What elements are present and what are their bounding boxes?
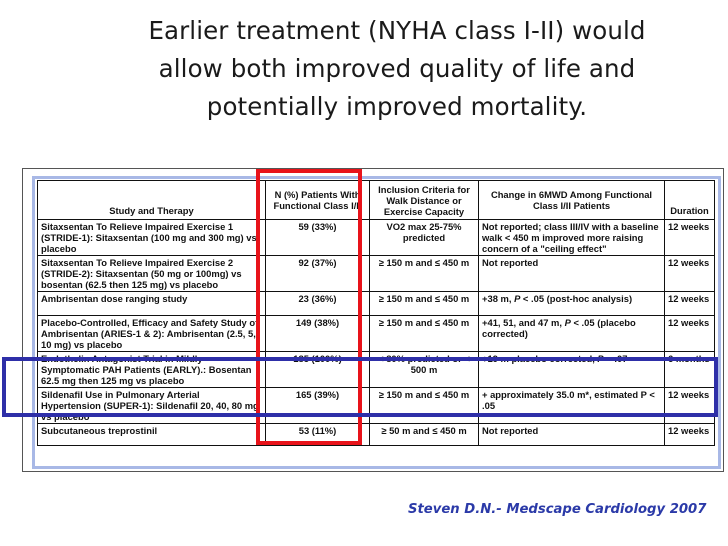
cell-study: Sitaxsentan To Relieve Impaired Exercise… xyxy=(37,255,266,292)
headline-line-3: potentially improved mortality. xyxy=(206,92,588,121)
cell-study: Sitaxsentan To Relieve Impaired Exercise… xyxy=(37,219,266,256)
cell-change: Not reported xyxy=(478,255,665,292)
cell-study: Placebo-Controlled, Efficacy and Safety … xyxy=(37,315,266,352)
headline-line-2: allow both improved quality of life and xyxy=(158,54,636,83)
cell-study: Ambrisentan dose ranging study xyxy=(37,291,266,316)
cell-inclusion: VO2 max 25-75% predicted xyxy=(369,219,479,256)
slide-headline: Earlier treatment (NYHA class I-II) woul… xyxy=(112,12,682,126)
cell-inclusion: ≥ 50 m and ≤ 450 m xyxy=(369,423,479,446)
table-row-treprostinil: Subcutaneous treprostinil 53 (11%) ≥ 50 … xyxy=(37,423,715,446)
header-duration: Duration xyxy=(664,180,715,220)
table-header-row: Study and Therapy N (%) Patients With Fu… xyxy=(37,180,715,220)
change-prefix: +41, 51, and 47 m, xyxy=(482,317,565,328)
header-patients: N (%) Patients With Functional Class I/I… xyxy=(265,180,370,220)
cell-patients: 92 (37%) xyxy=(265,255,370,292)
cell-change: +41, 51, and 47 m, P < .05 (placebo corr… xyxy=(478,315,665,352)
table-row-stride-1: Sitaxsentan To Relieve Impaired Exercise… xyxy=(37,219,715,256)
change-p-symbol: P xyxy=(564,317,571,328)
table-row-aries: Placebo-Controlled, Efficacy and Safety … xyxy=(37,315,715,352)
header-inclusion: Inclusion Criteria for Walk Distance or … xyxy=(369,180,479,220)
cell-duration: 12 weeks xyxy=(664,315,715,352)
change-suffix: < .05 (placebo corrected) xyxy=(482,317,636,339)
cell-duration: 12 weeks xyxy=(664,255,715,292)
change-prefix: +38 m, xyxy=(482,293,515,304)
table-outer-border xyxy=(22,168,724,472)
cell-change: + approximately 35.0 m*, estimated P < .… xyxy=(478,387,665,424)
cell-inclusion: ≥ 150 m and ≤ 450 m xyxy=(369,315,479,352)
cell-duration: 12 weeks xyxy=(664,291,715,316)
table-row-super-1: Sildenafil Use in Pulmonary Arterial Hyp… xyxy=(37,387,715,424)
header-study: Study and Therapy xyxy=(37,180,266,220)
cell-patients: 53 (11%) xyxy=(265,423,370,446)
change-suffix: < .05 (post-hoc analysis) xyxy=(520,293,633,304)
table-row-ambrisentan-dose: Ambrisentan dose ranging study 23 (36%) … xyxy=(37,291,715,316)
cell-inclusion: ≥ 150 m and ≤ 450 m xyxy=(369,387,479,424)
cell-duration: 12 weeks xyxy=(664,219,715,256)
cell-study: Sildenafil Use in Pulmonary Arterial Hyp… xyxy=(37,387,266,424)
cell-change: +38 m, P < .05 (post-hoc analysis) xyxy=(478,291,665,316)
study-table-image: Study and Therapy N (%) Patients With Fu… xyxy=(22,168,724,472)
cell-inclusion: ≥ 150 m and ≤ 450 m xyxy=(369,291,479,316)
cell-change: Not reported; class III/IV with a baseli… xyxy=(478,219,665,256)
table-row-stride-2: Sitaxsentan To Relieve Impaired Exercise… xyxy=(37,255,715,292)
headline-line-1: Earlier treatment (NYHA class I-II) woul… xyxy=(148,16,646,45)
header-change: Change in 6MWD Among Functional Class I/… xyxy=(478,180,665,220)
cell-duration: 12 weeks xyxy=(664,423,715,446)
patients-column-highlight xyxy=(256,169,362,445)
cell-study: Subcutaneous treprostinil xyxy=(37,423,266,446)
table-frame-band xyxy=(32,176,721,469)
cell-change: Not reported xyxy=(478,423,665,446)
change-p-symbol: P xyxy=(514,293,521,304)
early-trial-row-highlight xyxy=(2,357,718,417)
citation: Steven D.N.- Medscape Cardiology 2007 xyxy=(408,502,707,517)
cell-inclusion: ≥ 150 m and ≤ 450 m xyxy=(369,255,479,292)
